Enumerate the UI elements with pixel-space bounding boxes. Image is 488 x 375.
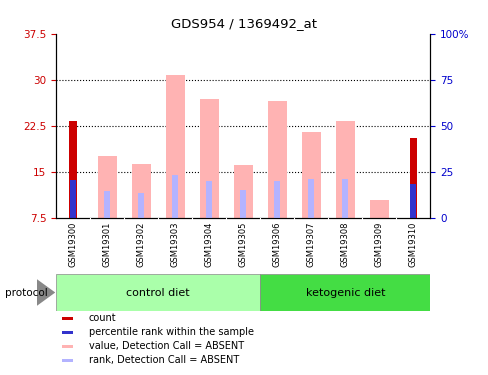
Text: GSM19303: GSM19303	[170, 221, 180, 267]
Bar	[206, 181, 212, 218]
Bar	[172, 175, 178, 217]
Text: GSM19307: GSM19307	[306, 221, 315, 267]
Text: value, Detection Call = ABSENT: value, Detection Call = ABSENT	[88, 341, 244, 351]
Text: GSM19306: GSM19306	[272, 221, 281, 267]
Bar	[104, 191, 110, 217]
Text: GSM19308: GSM19308	[340, 221, 349, 267]
Text: GSM19301: GSM19301	[102, 221, 112, 267]
Bar	[307, 179, 314, 218]
Text: GSM19309: GSM19309	[374, 221, 383, 267]
Text: GSM19304: GSM19304	[204, 221, 213, 267]
Text: control diet: control diet	[126, 288, 190, 297]
Text: GSM19300: GSM19300	[69, 221, 78, 267]
Text: GSM19310: GSM19310	[408, 221, 417, 267]
Bar	[274, 181, 280, 218]
Bar	[267, 100, 286, 218]
Text: count: count	[88, 314, 116, 324]
Bar	[369, 200, 388, 217]
Bar	[342, 179, 347, 218]
Bar	[70, 180, 76, 218]
Text: ketogenic diet: ketogenic diet	[305, 288, 384, 297]
Bar	[200, 99, 218, 218]
Bar	[165, 75, 184, 217]
Bar	[61, 331, 73, 334]
Bar	[240, 190, 246, 217]
Text: percentile rank within the sample: percentile rank within the sample	[88, 327, 253, 338]
Bar	[301, 132, 320, 218]
Bar	[409, 184, 415, 218]
Bar	[61, 358, 73, 362]
Bar	[233, 165, 252, 218]
Bar	[409, 138, 416, 218]
Text: GSM19305: GSM19305	[238, 221, 247, 267]
Bar	[260, 274, 429, 311]
Bar	[138, 193, 144, 217]
Bar	[335, 121, 354, 218]
Bar	[61, 317, 73, 320]
Bar	[56, 274, 260, 311]
Bar	[69, 121, 77, 218]
Bar	[132, 164, 150, 218]
Text: GSM19302: GSM19302	[137, 221, 145, 267]
Bar	[98, 156, 116, 218]
Text: GDS954 / 1369492_at: GDS954 / 1369492_at	[171, 17, 317, 30]
Bar	[61, 345, 73, 348]
Polygon shape	[37, 279, 55, 306]
Text: rank, Detection Call = ABSENT: rank, Detection Call = ABSENT	[88, 355, 239, 365]
Text: protocol: protocol	[5, 288, 47, 297]
